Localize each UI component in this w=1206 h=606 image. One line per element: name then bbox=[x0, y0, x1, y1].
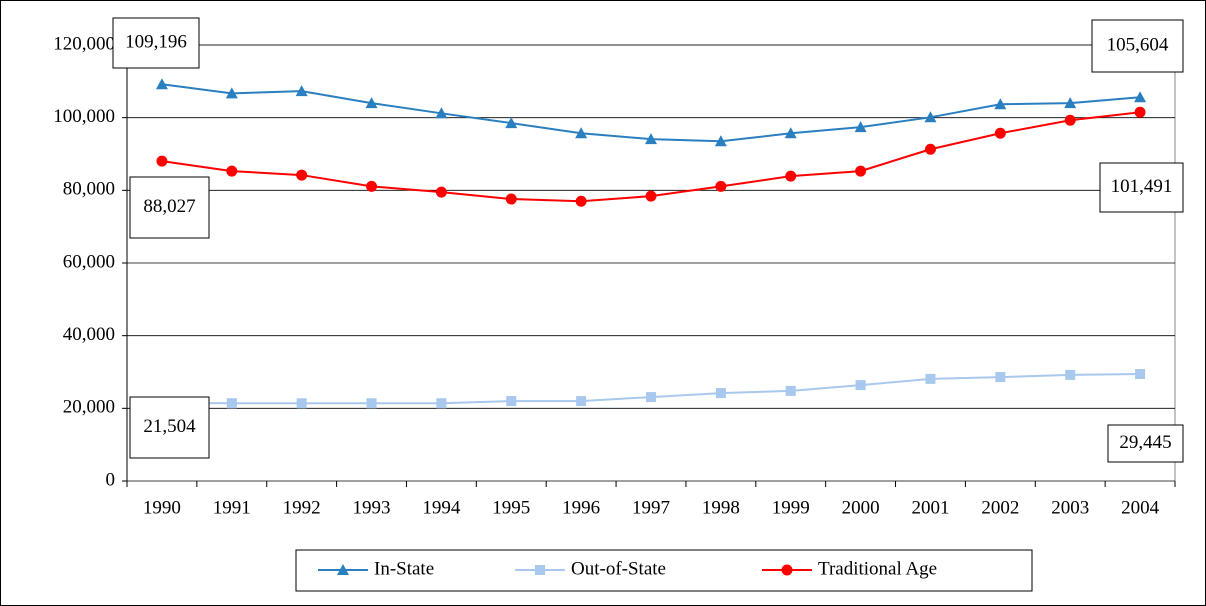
marker bbox=[1065, 369, 1076, 380]
data-label: 101,491 bbox=[1111, 176, 1173, 197]
x-tick-label: 1997 bbox=[632, 497, 670, 518]
data-label: 21,504 bbox=[143, 416, 196, 437]
marker bbox=[715, 180, 727, 192]
y-tick-label: 80,000 bbox=[63, 179, 115, 200]
marker bbox=[226, 398, 237, 409]
x-tick-label: 2003 bbox=[1051, 497, 1089, 518]
y-tick-label: 20,000 bbox=[63, 397, 115, 418]
legend-label: Out-of-State bbox=[571, 558, 666, 579]
marker bbox=[1134, 106, 1146, 118]
marker bbox=[226, 165, 238, 177]
y-tick-label: 120,000 bbox=[53, 33, 115, 54]
marker bbox=[715, 388, 726, 399]
legend-label: In-State bbox=[374, 558, 434, 579]
marker bbox=[365, 97, 378, 109]
marker bbox=[854, 121, 867, 133]
marker bbox=[855, 380, 866, 391]
marker bbox=[1064, 114, 1076, 126]
marker bbox=[156, 155, 168, 167]
marker bbox=[506, 396, 517, 407]
marker bbox=[505, 193, 517, 205]
marker bbox=[435, 107, 448, 119]
x-tick-label: 1993 bbox=[353, 497, 391, 518]
marker bbox=[645, 190, 657, 202]
marker bbox=[535, 565, 545, 575]
marker bbox=[296, 398, 307, 409]
y-tick-label: 60,000 bbox=[63, 251, 115, 272]
x-tick-label: 1991 bbox=[213, 497, 251, 518]
marker bbox=[714, 135, 727, 147]
x-tick-label: 1995 bbox=[492, 497, 530, 518]
x-tick-label: 1999 bbox=[772, 497, 810, 518]
y-tick-label: 0 bbox=[106, 469, 116, 490]
y-tick-label: 40,000 bbox=[63, 324, 115, 345]
marker bbox=[994, 98, 1007, 110]
annotation-box bbox=[1107, 424, 1184, 463]
marker bbox=[855, 165, 867, 177]
marker bbox=[785, 385, 796, 396]
marker bbox=[575, 127, 588, 139]
marker bbox=[436, 398, 447, 409]
data-label: 29,445 bbox=[1119, 432, 1171, 453]
annotation-box bbox=[129, 396, 210, 459]
x-tick-label: 2004 bbox=[1121, 497, 1160, 518]
x-tick-label: 1992 bbox=[283, 497, 321, 518]
marker bbox=[296, 169, 308, 181]
marker bbox=[785, 170, 797, 182]
marker bbox=[1134, 91, 1147, 103]
marker bbox=[645, 133, 657, 145]
marker bbox=[924, 111, 937, 123]
annotation-box bbox=[129, 176, 210, 239]
data-label: 109,196 bbox=[125, 31, 187, 52]
data-label: 105,604 bbox=[1107, 34, 1169, 55]
marker bbox=[575, 195, 587, 207]
marker bbox=[225, 87, 238, 99]
x-tick-label: 1994 bbox=[422, 497, 461, 518]
marker bbox=[366, 398, 377, 409]
marker bbox=[1135, 369, 1146, 380]
x-tick-label: 1996 bbox=[562, 497, 600, 518]
x-tick-label: 1998 bbox=[702, 497, 740, 518]
data-label: 88,027 bbox=[143, 196, 195, 217]
marker bbox=[295, 85, 308, 97]
marker bbox=[925, 373, 936, 384]
annotation-box bbox=[1091, 19, 1184, 73]
annotation-box bbox=[112, 17, 200, 69]
marker bbox=[576, 396, 587, 407]
x-tick-label: 2000 bbox=[842, 497, 880, 518]
marker bbox=[366, 180, 378, 192]
marker bbox=[784, 127, 797, 139]
legend-box bbox=[295, 549, 1033, 592]
marker bbox=[924, 143, 936, 155]
x-tick-label: 2002 bbox=[981, 497, 1019, 518]
marker bbox=[646, 392, 656, 403]
marker bbox=[1064, 97, 1077, 109]
y-tick-label: 100,000 bbox=[53, 106, 115, 127]
marker bbox=[781, 564, 793, 576]
marker bbox=[155, 78, 168, 90]
marker bbox=[435, 186, 447, 198]
marker bbox=[337, 564, 349, 575]
x-tick-label: 1990 bbox=[143, 497, 181, 518]
marker bbox=[505, 117, 518, 129]
annotation-box bbox=[1099, 162, 1184, 213]
x-tick-label: 2001 bbox=[911, 497, 949, 518]
marker bbox=[995, 372, 1006, 383]
legend-label: Traditional Age bbox=[818, 558, 937, 579]
marker bbox=[994, 127, 1006, 139]
